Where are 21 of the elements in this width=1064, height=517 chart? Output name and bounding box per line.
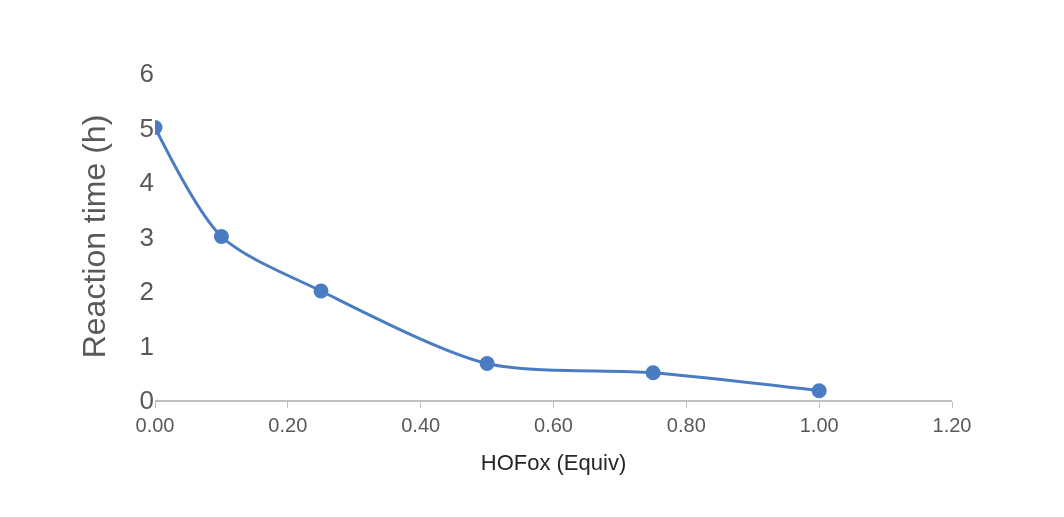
x-tick-label: 0.60 (534, 413, 573, 436)
x-tick-label: 1.20 (932, 413, 972, 436)
y-tick-label: 0 (139, 385, 154, 416)
x-tick-label: 0.80 (666, 413, 706, 436)
point (313, 283, 329, 299)
y-axis-title: Reaction time (h) (75, 114, 112, 359)
x-tick-label: 1.00 (799, 413, 839, 436)
y-tick-label: 1 (139, 330, 154, 361)
y-tick-label: 3 (139, 221, 154, 252)
x-tick-label: 0.20 (268, 413, 308, 436)
point (479, 355, 495, 371)
point (811, 383, 827, 399)
y-tick-label: 6 (139, 58, 154, 89)
x-tick-label: 0.40 (401, 413, 441, 436)
point (213, 229, 229, 244)
y-tick-label: 4 (139, 167, 154, 198)
x-tick-label: 0.00 (135, 413, 175, 436)
y-tick-label: 2 (139, 276, 154, 307)
point (645, 365, 661, 381)
x-axis-title: HOFox (Equiv) (480, 450, 627, 476)
y-tick-label: 5 (139, 112, 154, 143)
